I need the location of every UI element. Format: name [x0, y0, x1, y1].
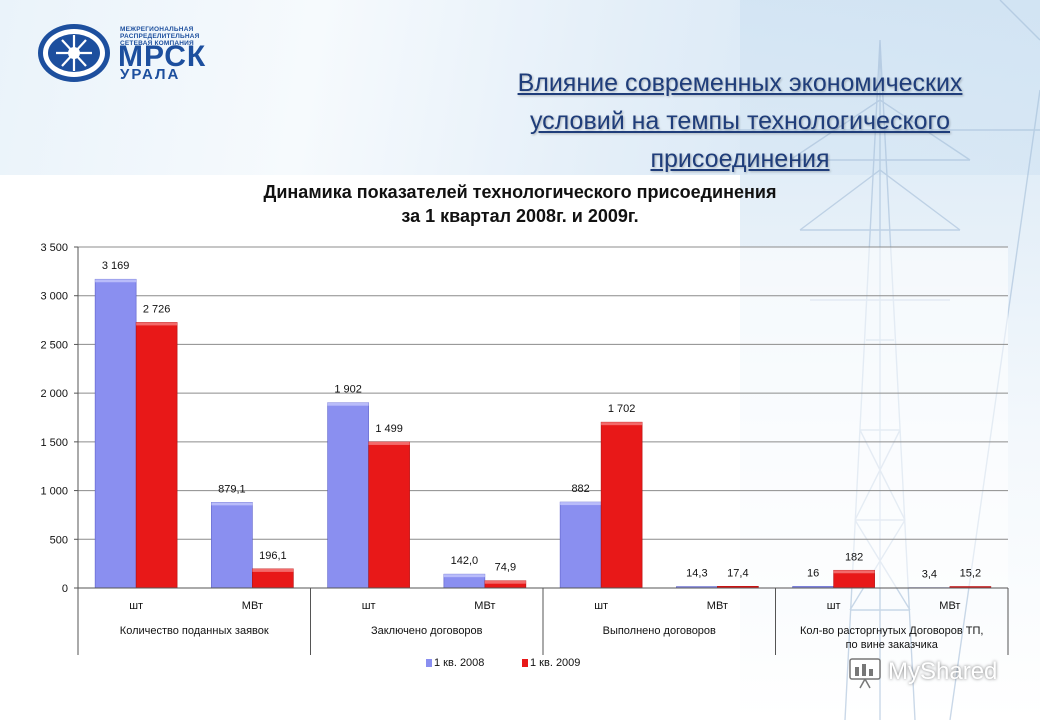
bar-top-highlight [252, 568, 294, 572]
bar-top-highlight [601, 422, 643, 426]
bar [94, 278, 137, 589]
data-label: 879,1 [218, 483, 246, 495]
x-tick-label: МВт [707, 600, 728, 612]
data-label: 16 [807, 567, 819, 579]
data-label: 3 169 [102, 260, 130, 272]
logo-region: УРАЛА [120, 66, 181, 83]
data-label: 196,1 [259, 550, 287, 562]
logo-caption-line: МЕЖРЕГИОНАЛЬНАЯ [120, 26, 194, 33]
x-tick-label: МВт [242, 600, 263, 612]
bar [600, 421, 643, 589]
bar [211, 502, 253, 589]
group-label: Заключено договоров [371, 625, 483, 637]
logo-name: МРСК [118, 40, 207, 73]
bar [559, 501, 602, 589]
data-label: 14,3 [686, 568, 707, 580]
bar [368, 441, 410, 589]
data-label: 1 702 [608, 403, 636, 415]
slide-title-line: условий на темпы технологического [529, 107, 951, 135]
bar-top-highlight [368, 441, 410, 445]
slide-title: Влияние современных экономических услови… [440, 64, 1040, 178]
bar-top-highlight [484, 580, 526, 584]
bar-top-highlight [443, 574, 485, 578]
data-label: 2 726 [143, 303, 171, 315]
data-label: 15,2 [960, 568, 981, 580]
group-label: Выполнено договоров [603, 625, 716, 637]
bar [327, 402, 369, 589]
legend-label: 1 кв. 2009 [530, 657, 580, 669]
y-tick-label: 3 500 [40, 242, 68, 254]
legend-swatch [522, 659, 528, 667]
slide-title-line: присоединения [650, 145, 830, 173]
logo-caption-line: СЕТЕВАЯ КОМПАНИЯ [120, 40, 194, 47]
data-label: 1 902 [334, 384, 362, 396]
bar [135, 322, 178, 589]
watermark-text: MyShared [888, 658, 998, 685]
data-label: 882 [571, 483, 589, 495]
chart-title-line-2: за 1 квартал 2008г. и 2009г. [401, 206, 639, 226]
bar-top-highlight [95, 279, 137, 283]
slide-title-line: Влияние современных экономических [517, 69, 963, 97]
data-label: 142,0 [451, 555, 479, 567]
y-tick-label: 500 [50, 534, 68, 546]
watermark: MyShared [848, 656, 997, 692]
data-label: 17,4 [727, 567, 748, 579]
bar-top-highlight [327, 402, 369, 406]
bar-top-highlight [833, 570, 875, 574]
x-tick-label: шт [129, 600, 143, 612]
x-tick-label: шт [827, 600, 841, 612]
y-tick-label: 0 [62, 583, 68, 595]
watermark-presentation-icon [849, 658, 881, 689]
x-tick-label: шт [594, 600, 608, 612]
y-tick-label: 1 500 [40, 437, 68, 449]
bar-top-highlight [560, 502, 602, 506]
data-label: 1 499 [375, 423, 403, 435]
y-tick-label: 1 000 [40, 486, 68, 498]
y-tick-label: 2 500 [40, 339, 68, 351]
x-tick-label: шт [362, 600, 376, 612]
group-label: Количество поданных заявок [120, 625, 269, 637]
logo-caption: МЕЖРЕГИОНАЛЬНАЯ РАСПРЕДЕЛИТЕЛЬНАЯ СЕТЕВА… [120, 26, 240, 47]
x-tick-label: МВт [474, 600, 495, 612]
chart-title-line-1: Динамика показателей технологического пр… [263, 182, 777, 202]
y-tick-label: 2 000 [40, 388, 68, 400]
group-label: Кол-во расторгнутых Договоров ТП, по вине… [800, 625, 983, 651]
data-label: 74,9 [495, 562, 516, 574]
x-tick-label: МВт [939, 600, 960, 612]
bar-top-highlight [211, 502, 253, 506]
data-label: 3,4 [922, 569, 937, 581]
logo-caption-line: РАСПРЕДЕЛИТЕЛЬНАЯ [120, 33, 200, 40]
chart-title: Динамика показателей технологического пр… [150, 180, 890, 228]
y-tick-label: 3 000 [40, 291, 68, 303]
company-logo: МЕЖРЕГИОНАЛЬНАЯ РАСПРЕДЕЛИТЕЛЬНАЯ СЕТЕВА… [36, 22, 246, 84]
logo-emblem-icon [38, 24, 110, 82]
bar-top-highlight [136, 322, 178, 326]
legend-label: 1 кв. 2008 [434, 657, 484, 669]
legend-swatch [426, 659, 432, 667]
data-label: 182 [845, 551, 863, 563]
